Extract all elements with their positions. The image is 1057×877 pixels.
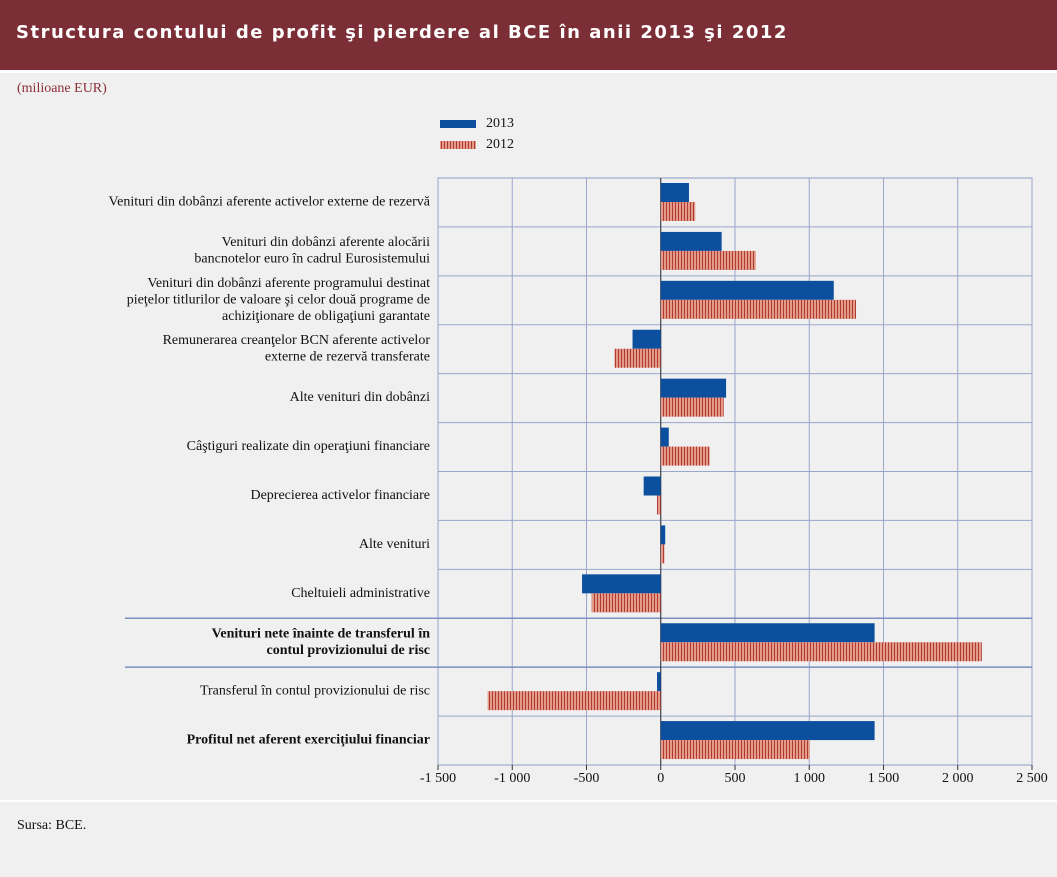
x-tick-label: 2 000 [942, 771, 974, 786]
bar [660, 740, 810, 760]
bar [632, 329, 661, 349]
x-tick-label: -500 [574, 771, 600, 786]
y-tick-label: Deprecierea activelor financiare [250, 488, 430, 503]
header [0, 0, 1057, 70]
bar [657, 672, 661, 692]
bar [660, 446, 710, 466]
bar [660, 231, 722, 251]
y-tick-label: Alte venituri [359, 537, 430, 552]
x-tick-label: -1 500 [420, 771, 456, 786]
subtitle: (milioane EUR) [17, 81, 107, 96]
y-tick-label: Venituri nete înainte de transferul în co… [212, 627, 431, 659]
bar [660, 427, 669, 447]
y-tick-label: Venituri din dobânzi aferente activelor … [109, 195, 431, 210]
bar [660, 623, 875, 643]
x-tick-label: 1 500 [868, 771, 900, 786]
bar [660, 397, 724, 417]
bar [582, 574, 661, 594]
bar [660, 642, 982, 662]
y-tick-label: Profitul net aferent exerciţiului financ… [187, 733, 430, 748]
y-tick-label: Transferul în contul provizionului de ri… [200, 684, 430, 699]
bar [643, 476, 661, 496]
bar [660, 250, 756, 270]
y-tick-label: Câştiguri realizate din operaţiuni finan… [187, 439, 430, 454]
header-gap [0, 70, 1057, 73]
bar [660, 280, 834, 300]
bar [657, 495, 661, 515]
bar [660, 299, 857, 319]
bar [614, 348, 661, 368]
x-tick-label: 0 [657, 771, 664, 786]
bar [660, 183, 689, 202]
bar [591, 593, 661, 613]
y-tick-label: Alte venituri din dobânzi [290, 390, 430, 405]
y-tick-label: Venituri din dobânzi aferente alocării ba… [194, 235, 430, 267]
legend-label: 2012 [486, 137, 514, 152]
source: Sursa: BCE. [17, 818, 86, 833]
y-tick-label: Cheltuieli administrative [291, 586, 430, 601]
bar [660, 525, 666, 545]
bar [660, 721, 875, 741]
x-tick-label: 1 000 [794, 771, 826, 786]
legend-swatch [440, 141, 476, 149]
y-tick-label: Remunerarea creanţelor BCN aferente acti… [163, 333, 431, 365]
bar [660, 544, 665, 564]
bar [487, 691, 661, 711]
x-tick-label: -1 000 [494, 771, 530, 786]
legend-label: 2013 [486, 116, 514, 131]
legend-swatch [440, 120, 476, 128]
bar [660, 202, 696, 221]
bar [660, 378, 727, 398]
chart-title: Structura contului de profit şi pierdere… [16, 22, 788, 43]
x-tick-label: 2 500 [1016, 771, 1048, 786]
y-tick-label: Venituri din dobânzi aferente programulu… [127, 276, 430, 324]
x-tick-label: 500 [725, 771, 746, 786]
